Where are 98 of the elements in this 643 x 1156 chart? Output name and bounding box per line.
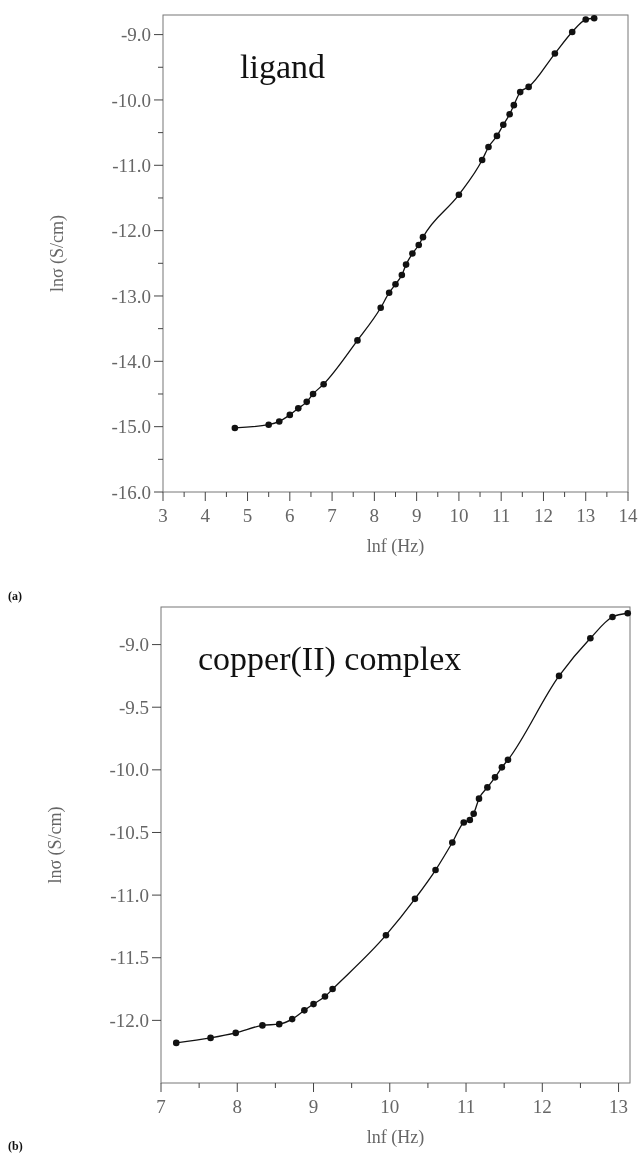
point [516, 88, 524, 96]
x-tick-label: 9 [308, 1096, 319, 1117]
x-tick-label: 9 [411, 505, 422, 526]
point [624, 609, 632, 617]
point [568, 28, 576, 36]
point [582, 16, 590, 23]
point [491, 774, 499, 781]
y-tick-label: -14.0 [111, 350, 151, 372]
x-tick-label: 10 [449, 505, 469, 526]
point [510, 101, 518, 109]
point [449, 839, 456, 846]
point [310, 1000, 317, 1008]
point [259, 1022, 266, 1029]
y-tick-label: -11.0 [110, 884, 149, 906]
y-tick-label: -16.0 [111, 481, 151, 503]
x-axis-title: lnf (Hz) [366, 1127, 425, 1148]
point [385, 289, 393, 297]
point [470, 810, 477, 817]
y-tick-label: -12.0 [109, 1010, 149, 1032]
point [231, 424, 239, 432]
point [475, 795, 483, 802]
y-axis-title: lnσ (S/cm) [45, 806, 66, 884]
point [500, 121, 507, 129]
point [455, 191, 463, 198]
point [294, 405, 302, 412]
point [377, 304, 385, 312]
point [329, 985, 336, 993]
point [402, 261, 410, 268]
point [320, 380, 327, 388]
y-tick-label: -9.5 [118, 696, 149, 718]
point [551, 50, 559, 57]
y-tick-label: -9.0 [120, 24, 151, 46]
point [411, 895, 419, 903]
point [484, 784, 491, 791]
point [460, 819, 468, 826]
point [609, 613, 616, 621]
point [409, 250, 416, 257]
point [232, 1029, 240, 1037]
point [321, 993, 329, 1000]
point [275, 418, 283, 425]
point [525, 83, 532, 91]
text: (a) [8, 589, 22, 603]
point [172, 1039, 180, 1047]
point [286, 411, 294, 419]
x-tick-label: 14 [618, 505, 638, 526]
point [432, 866, 439, 874]
y-tick-label: -15.0 [111, 416, 151, 438]
point [207, 1034, 214, 1042]
x-tick-label: 11 [456, 1096, 476, 1117]
point [504, 756, 512, 764]
point [590, 14, 598, 22]
point [493, 132, 501, 140]
point [587, 635, 594, 642]
x-tick-label: 13 [609, 1096, 629, 1117]
point [301, 1007, 308, 1014]
x-tick-label: 8 [232, 1096, 243, 1117]
point [288, 1015, 296, 1023]
point [309, 390, 317, 398]
y-tick-label: -11.5 [110, 947, 149, 969]
text: (b) [8, 1139, 23, 1153]
point [485, 143, 492, 151]
x-tick-label: 6 [285, 505, 295, 526]
x-tick-label: 5 [242, 505, 253, 526]
point [382, 931, 390, 939]
x-tick-label: 12 [533, 505, 553, 526]
y-tick-label: -11.0 [112, 154, 151, 176]
point [303, 398, 311, 406]
point [506, 111, 513, 118]
text: copper(II) complex [198, 640, 462, 678]
y-tick-label: -9.0 [118, 634, 149, 656]
point [275, 1020, 283, 1028]
y-tick-label: -10.5 [109, 822, 149, 844]
y-tick-label: -12.0 [111, 220, 151, 242]
y-tick-label: -10.0 [111, 89, 151, 111]
point [392, 280, 399, 288]
x-tick-label: 4 [200, 505, 211, 526]
x-tick-label: 7 [327, 505, 337, 526]
point [498, 764, 506, 771]
point [398, 271, 406, 279]
point [354, 337, 361, 344]
text: ligand [240, 48, 325, 85]
y-tick-label: -13.0 [111, 285, 151, 307]
point [555, 672, 563, 680]
point [415, 241, 423, 249]
x-tick-label: 11 [492, 505, 511, 526]
x-tick-label: 3 [158, 505, 168, 526]
x-axis-title: lnf (Hz) [366, 536, 425, 557]
point [265, 421, 272, 428]
x-tick-label: 7 [156, 1096, 166, 1117]
x-tick-label: 13 [576, 505, 596, 526]
point [419, 233, 427, 241]
x-tick-label: 10 [380, 1096, 400, 1117]
point [478, 156, 486, 164]
x-tick-label: 12 [532, 1096, 552, 1117]
x-tick-label: 8 [369, 505, 380, 526]
y-axis-title: lnσ (S/cm) [47, 214, 68, 293]
y-tick-label: -10.0 [109, 759, 149, 781]
point [466, 816, 474, 824]
